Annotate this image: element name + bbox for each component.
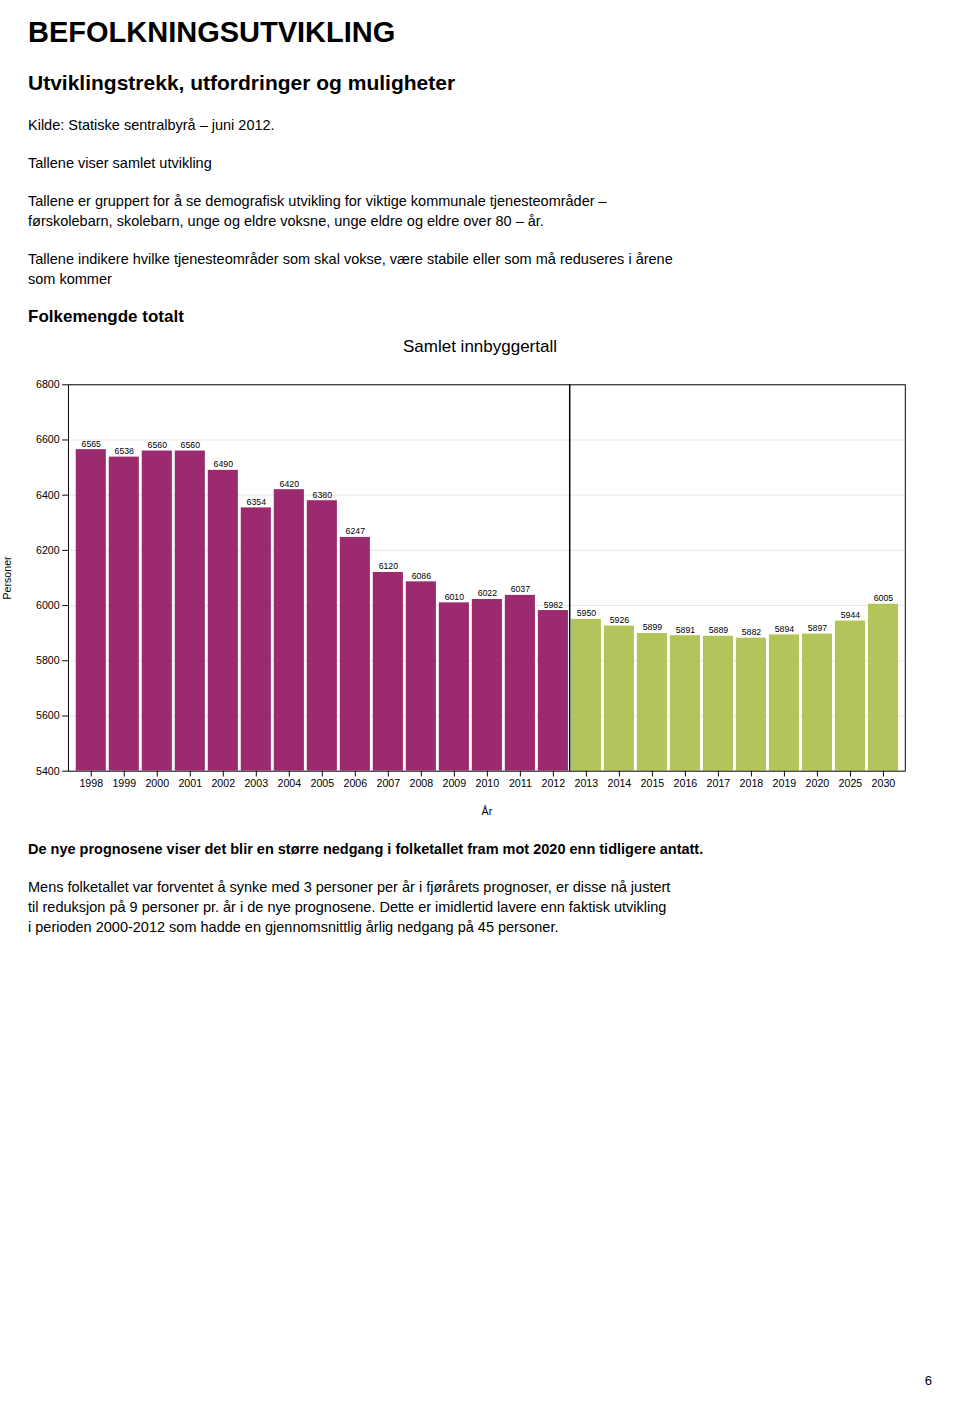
- svg-text:5950: 5950: [577, 608, 597, 618]
- html-text:førskolebarn, skolebarn, unge: førskolebarn, skolebarn, unge og eldre v…: [28, 213, 544, 229]
- html-text:6: 6: [924, 1373, 932, 1388]
- svg-text:5894: 5894: [775, 624, 795, 634]
- html-text:De nye prognosene viser det bl: De nye prognosene viser det blir en stør…: [28, 841, 704, 858]
- svg-text:2030: 2030: [872, 777, 896, 789]
- svg-text:5891: 5891: [676, 625, 696, 635]
- html-text:til reduksjon på 9 personer pr: til reduksjon på 9 personer pr. år i de …: [28, 899, 667, 916]
- svg-text:2006: 2006: [343, 777, 367, 789]
- svg-text:6037: 6037: [511, 584, 531, 594]
- html-text:Samlet innbyggertall: Samlet innbyggertall: [403, 337, 557, 356]
- svg-text:5800: 5800: [36, 654, 60, 666]
- svg-text:6560: 6560: [148, 440, 168, 450]
- svg-text:2007: 2007: [376, 777, 400, 789]
- svg-text:2017: 2017: [707, 777, 731, 789]
- svg-text:2025: 2025: [839, 777, 863, 789]
- svg-text:2012: 2012: [542, 777, 566, 789]
- svg-text:5889: 5889: [709, 625, 729, 635]
- svg-text:2014: 2014: [608, 777, 632, 789]
- svg-text:5982: 5982: [544, 600, 564, 610]
- svg-text:5400: 5400: [36, 765, 60, 777]
- svg-text:5926: 5926: [610, 615, 630, 625]
- svg-text:6400: 6400: [36, 489, 60, 501]
- svg-text:2000: 2000: [145, 777, 169, 789]
- svg-text:6800: 6800: [36, 378, 60, 390]
- html-text:Tallene er gruppert for å se d: Tallene er gruppert for å se demografisk…: [28, 193, 607, 209]
- svg-text:2010: 2010: [475, 777, 499, 789]
- svg-text:5897: 5897: [808, 623, 828, 633]
- svg-text:2002: 2002: [211, 777, 235, 789]
- html-text:Utviklingstrekk, utfordringer: Utviklingstrekk, utfordringer og mulighe…: [28, 71, 456, 94]
- svg-text:5944: 5944: [841, 610, 861, 620]
- svg-text:2009: 2009: [442, 777, 466, 789]
- html-text:Mens folketallet var forventet: Mens folketallet var forventet å synke m…: [28, 879, 671, 896]
- svg-text:2015: 2015: [641, 777, 665, 789]
- svg-text:6380: 6380: [313, 490, 333, 500]
- svg-text:6354: 6354: [247, 497, 267, 507]
- svg-text:2005: 2005: [310, 777, 334, 789]
- svg-text:6538: 6538: [115, 446, 135, 456]
- svg-text:2004: 2004: [277, 777, 301, 789]
- svg-text:1999: 1999: [112, 777, 136, 789]
- svg-text:6490: 6490: [214, 459, 234, 469]
- svg-text:2018: 2018: [740, 777, 764, 789]
- html-text:Folkemengde totalt: Folkemengde totalt: [28, 307, 184, 326]
- html-text:Tallene viser samlet utvikling: Tallene viser samlet utvikling: [28, 155, 212, 171]
- svg-text:2019: 2019: [773, 777, 797, 789]
- svg-text:2008: 2008: [409, 777, 433, 789]
- svg-text:6022: 6022: [478, 588, 498, 598]
- svg-text:6005: 6005: [874, 593, 894, 603]
- svg-text:1998: 1998: [79, 777, 103, 789]
- svg-text:5600: 5600: [36, 709, 60, 721]
- html-text:som kommer: som kommer: [28, 271, 112, 287]
- svg-text:6600: 6600: [36, 433, 60, 445]
- html-text:Kilde: Statiske sentralbyrå –: Kilde: Statiske sentralbyrå – juni 2012.: [28, 117, 275, 133]
- svg-text:6560: 6560: [181, 440, 201, 450]
- svg-text:2011: 2011: [509, 777, 532, 789]
- svg-text:År: År: [482, 805, 493, 817]
- svg-text:6565: 6565: [82, 439, 102, 449]
- svg-text:6086: 6086: [412, 571, 432, 581]
- svg-text:2001: 2001: [178, 777, 202, 789]
- svg-text:6247: 6247: [346, 526, 366, 536]
- svg-text:5899: 5899: [643, 622, 663, 632]
- svg-text:2020: 2020: [806, 777, 830, 789]
- html-text:Tallene indikere hvilke tjenes: Tallene indikere hvilke tjenesteområder …: [28, 251, 673, 267]
- svg-text:5882: 5882: [742, 627, 762, 637]
- svg-text:6120: 6120: [379, 561, 399, 571]
- svg-text:6200: 6200: [36, 544, 60, 556]
- svg-text:2016: 2016: [674, 777, 698, 789]
- svg-text:6420: 6420: [280, 479, 300, 489]
- html-text:BEFOLKNINGSUTVIKLING: BEFOLKNINGSUTVIKLING: [28, 16, 396, 48]
- svg-text:2013: 2013: [575, 777, 599, 789]
- svg-text:Personer: Personer: [1, 556, 13, 600]
- svg-text:6000: 6000: [36, 599, 60, 611]
- html-text:i perioden 2000-2012 som hadde: i perioden 2000-2012 som hadde en gjenno…: [28, 919, 559, 936]
- svg-text:6010: 6010: [445, 592, 465, 602]
- svg-text:2003: 2003: [244, 777, 268, 789]
